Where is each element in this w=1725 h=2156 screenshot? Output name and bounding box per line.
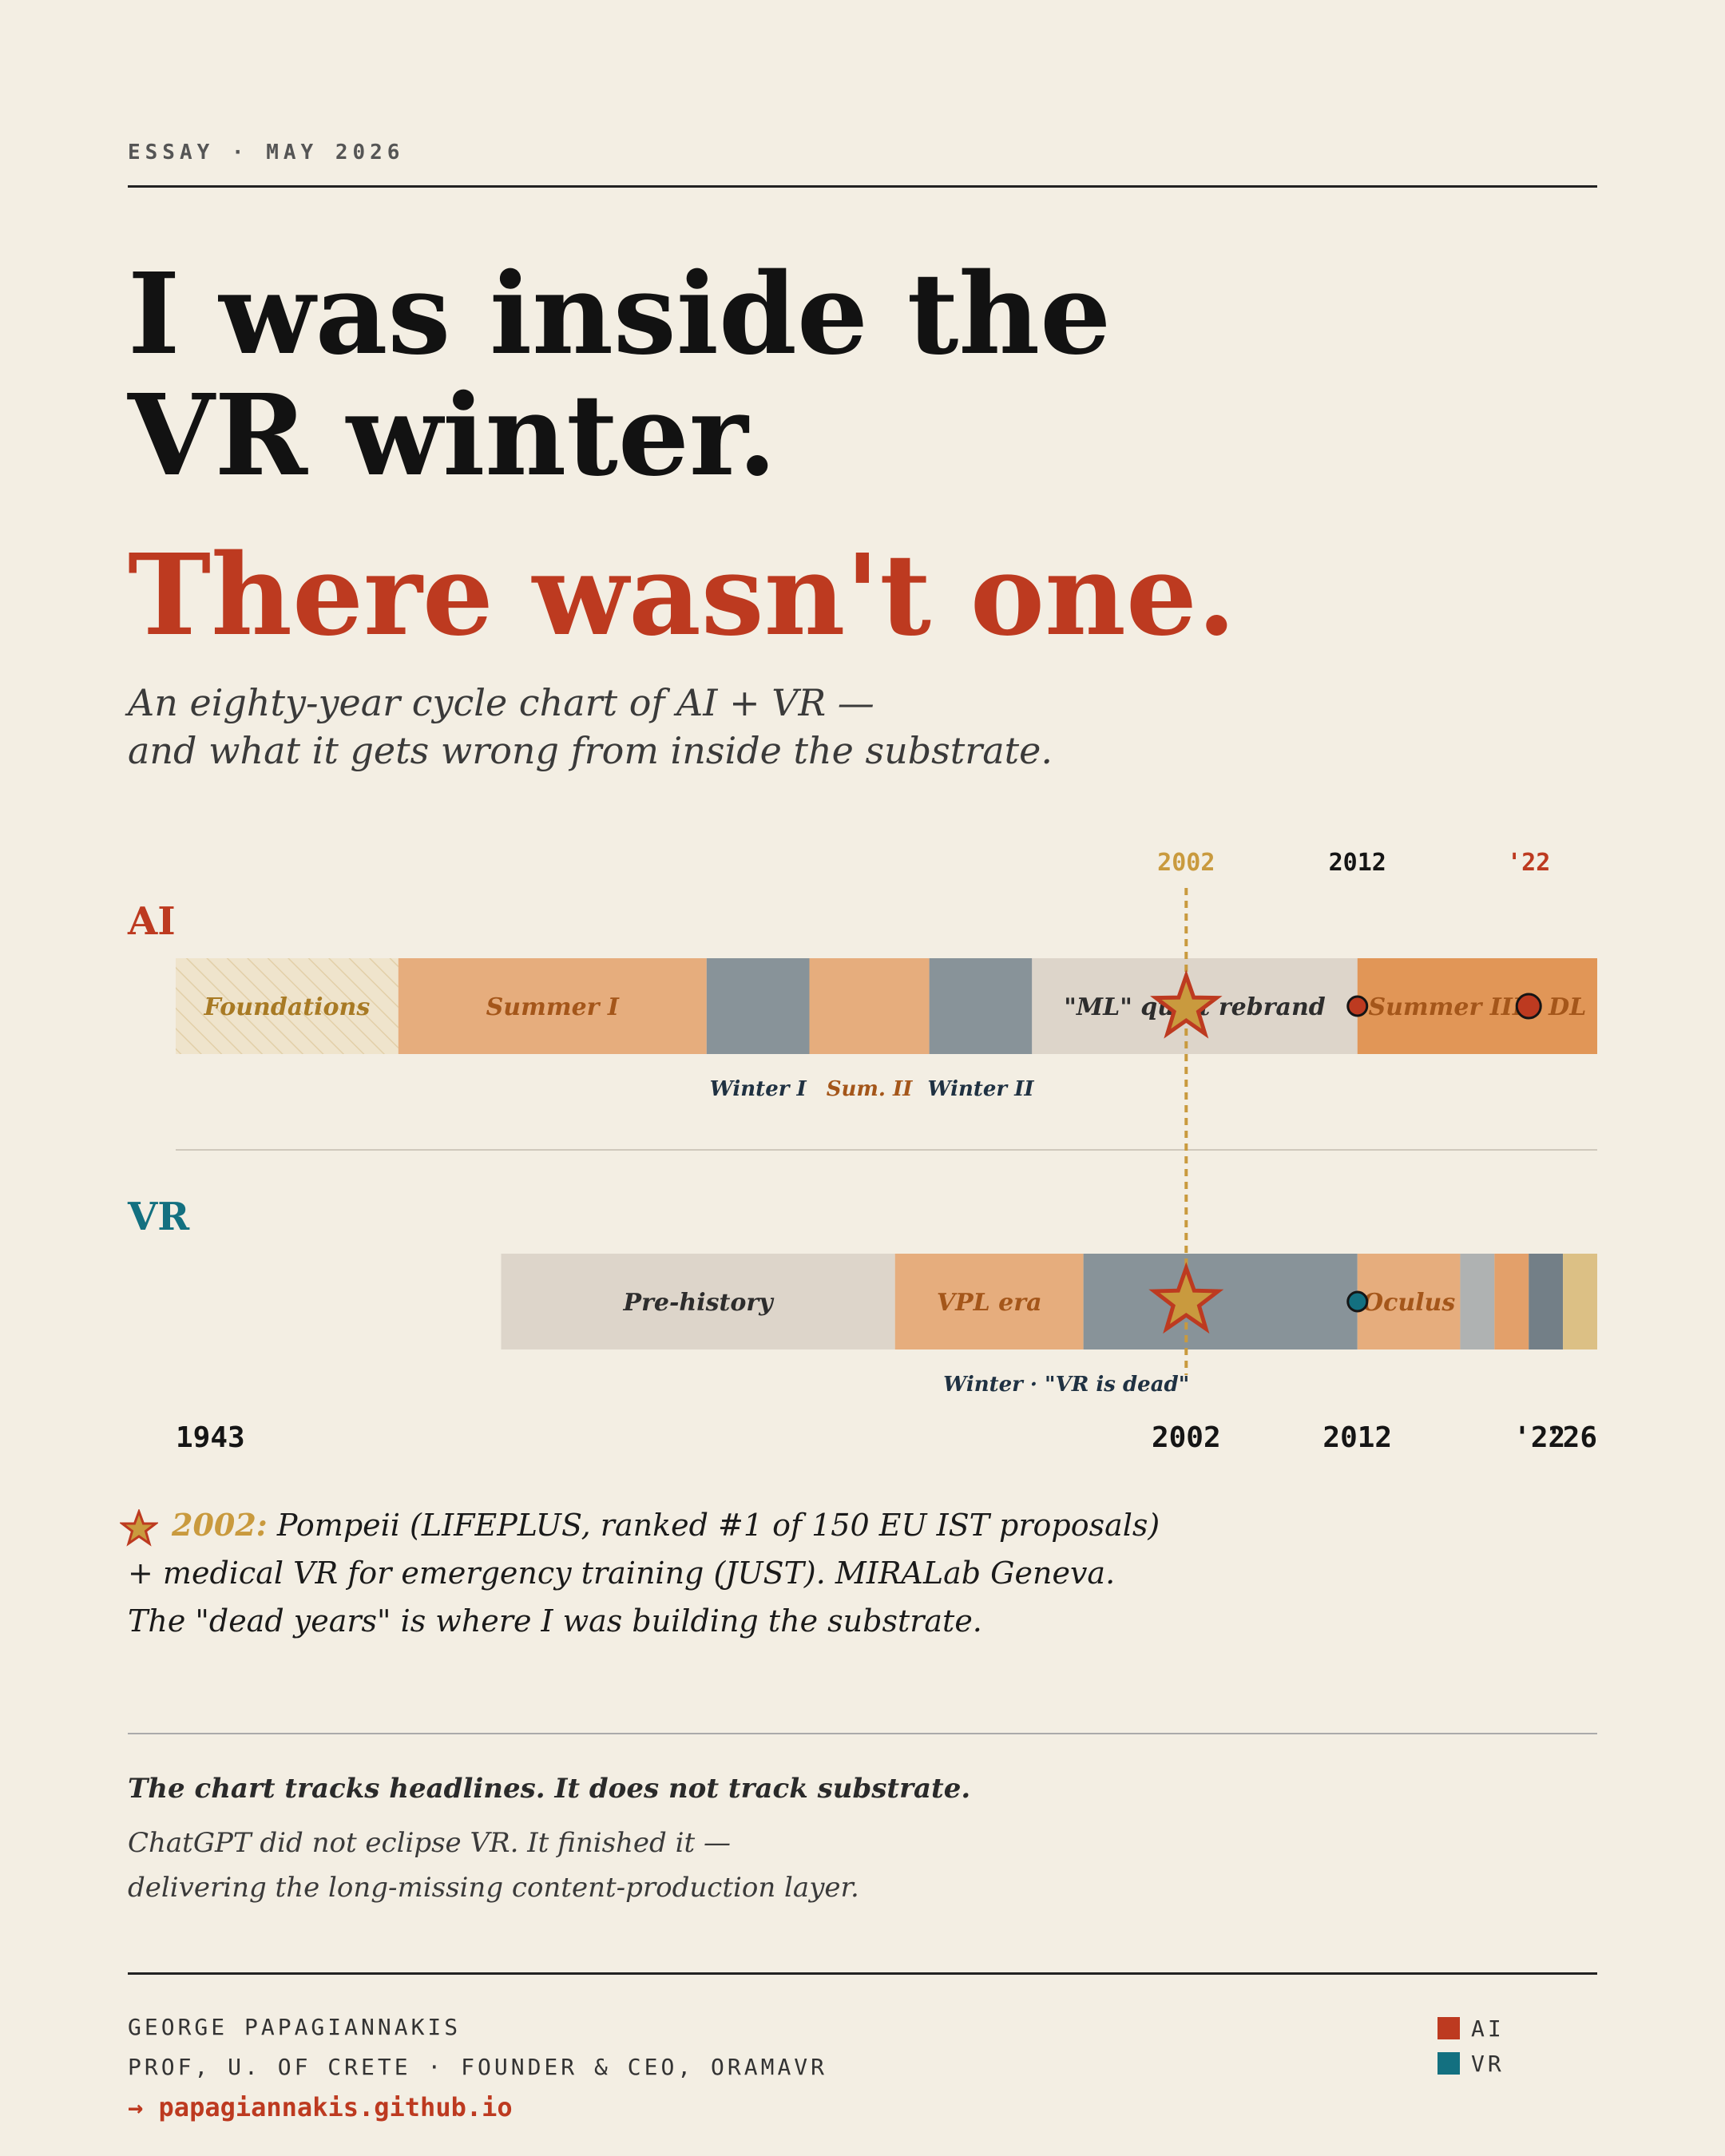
segment-vr-7 (1563, 1254, 1597, 1349)
headline-accent: There wasn't one. (128, 530, 1236, 661)
annotation-note: 2002: Pompeii (LIFEPLUS, ranked #1 of 15… (128, 1501, 1160, 1645)
author-name: GEORGE PAPAGIANNAKIS (128, 2014, 462, 2040)
top-tick-2: '22 (1507, 849, 1550, 877)
event-marker-ai-0 (1346, 995, 1369, 1017)
below-label-ai-0: Winter I (710, 1077, 807, 1101)
note-line-3: The "dead years" is where I was building… (128, 1603, 982, 1639)
headline-line-1: I was inside the (128, 249, 1112, 380)
pull-quote-bold: The chart tracks headlines. It does not … (128, 1773, 971, 1805)
essay-kicker: ESSAY · MAY 2026 (128, 141, 405, 164)
author-role: PROF, U. OF CRETE · FOUNDER & CEO, ORAMA… (128, 2054, 828, 2080)
segment-vr-2 (1083, 1254, 1358, 1349)
headline: I was inside the VR winter. (128, 254, 1111, 497)
segment-vr-0 (501, 1254, 895, 1349)
track-name-ai: AI (127, 899, 176, 944)
bottom-tick-4: '26 (1545, 1421, 1597, 1454)
legend-label-ai: AI (1471, 2015, 1505, 2042)
segment-ai-0 (176, 958, 399, 1054)
segment-ai-3 (809, 958, 930, 1054)
segment-label-vr-1: VPL era (937, 1289, 1042, 1317)
bottom-tick-2: 2012 (1322, 1421, 1392, 1454)
pull-quote-line-1: ChatGPT did not eclipse VR. It finished … (128, 1827, 731, 1859)
subtitle-line-2: and what it gets wrong from inside the s… (128, 729, 1053, 772)
segment-label-vr-3: Oculus (1362, 1289, 1455, 1317)
below-label-ai-1: Sum. II (827, 1077, 913, 1101)
segment-label-ai-1: Summer I (486, 993, 620, 1021)
pull-quote-line-2: delivering the long-missing content-prod… (128, 1872, 859, 1904)
note-year: 2002: (172, 1507, 268, 1543)
footer-rule (128, 1972, 1597, 1975)
header-rule (128, 185, 1597, 188)
event-marker-ai-1 (1515, 993, 1542, 1020)
segment-vr-5 (1494, 1254, 1529, 1349)
note-line-2: + medical VR for emergency training (JUS… (128, 1556, 1116, 1591)
segment-vr-3 (1357, 1254, 1461, 1349)
below-label-ai-2: Winter II (927, 1077, 1034, 1101)
track-name-vr: VR (127, 1195, 190, 1239)
top-tick-1: 2012 (1329, 849, 1386, 877)
chart-tracks: AI VR (127, 899, 1597, 1349)
note-line-1: Pompeii (LIFEPLUS, ranked #1 of 150 EU I… (276, 1508, 1160, 1543)
segment-ai-2 (706, 958, 810, 1054)
legend-swatch-ai (1438, 2017, 1460, 2039)
pull-quote: ChatGPT did not eclipse VR. It finished … (128, 1821, 859, 1910)
segment-label-vr-0: Pre-history (623, 1289, 775, 1317)
headline-line-2: VR winter. (128, 371, 777, 501)
subtitle-line-1: An eighty-year cycle chart of AI + VR — (128, 681, 874, 724)
bottom-tick-0: 1943 (176, 1421, 245, 1454)
segment-label-ai-6: Summer III · DL (1368, 993, 1586, 1021)
event-marker-vr-0 (1346, 1290, 1369, 1313)
star-icon-ai (1150, 969, 1223, 1039)
segment-ai-4 (929, 958, 1033, 1054)
star-icon-vr (1148, 1262, 1224, 1334)
segment-vr-4 (1460, 1254, 1495, 1349)
star-icon (118, 1508, 160, 1551)
segment-vr-1 (894, 1254, 1084, 1349)
section-divider (128, 1733, 1597, 1734)
legend-swatch-vr (1438, 2052, 1460, 2075)
author-link[interactable]: → papagiannakis.github.io (128, 2092, 513, 2122)
segment-label-ai-0: Foundations (204, 993, 371, 1021)
bottom-tick-1: 2002 (1152, 1421, 1221, 1454)
legend-label-vr: VR (1471, 2051, 1505, 2077)
bottom-tick-3: '22 (1513, 1421, 1565, 1454)
below-label-vr-0: Winter · "VR is dead" (943, 1373, 1189, 1397)
top-tick-0: 2002 (1157, 849, 1215, 877)
segment-ai-1 (398, 958, 707, 1054)
segment-ai-6 (1357, 958, 1597, 1054)
subtitle: An eighty-year cycle chart of AI + VR — … (128, 679, 1053, 775)
segment-vr-6 (1529, 1254, 1564, 1349)
